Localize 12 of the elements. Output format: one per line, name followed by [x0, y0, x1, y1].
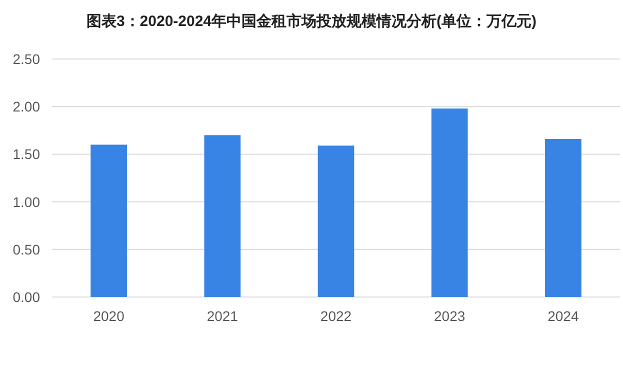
ytick: 0.50 [12, 241, 40, 258]
ytick: 2.50 [12, 51, 40, 67]
ytick: 1.50 [12, 146, 40, 162]
xtick: 2024 [548, 308, 579, 324]
title: 图表3：2020-2024年中国金租市场投放规模情况分析(单位：万亿元) [86, 13, 537, 30]
ytick: 1.00 [12, 194, 40, 210]
ytick: 2.00 [12, 98, 40, 115]
xtick: 2020 [93, 308, 124, 324]
ytick: 0.00 [12, 289, 40, 305]
xtick: 2021 [206, 308, 238, 324]
xtick: 2022 [320, 308, 352, 324]
xtick: 2023 [434, 308, 466, 324]
